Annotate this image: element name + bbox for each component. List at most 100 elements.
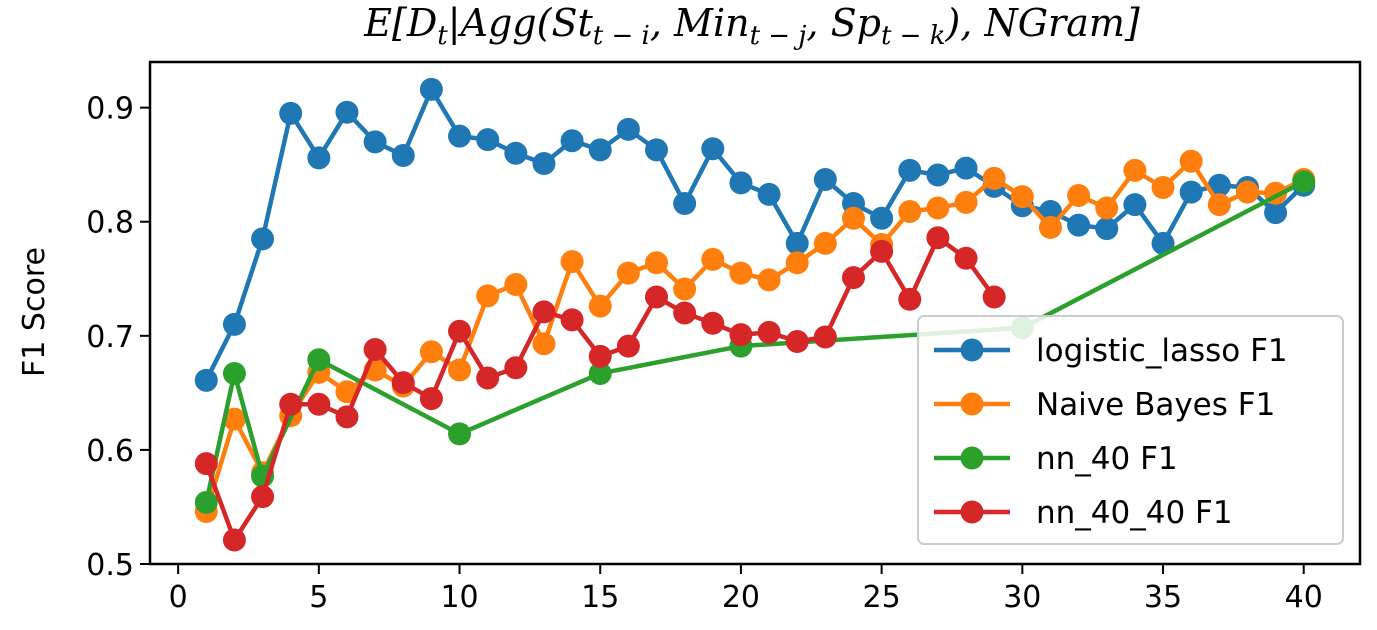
data-point: [785, 251, 809, 275]
data-point: [588, 138, 612, 162]
data-point: [616, 261, 640, 285]
data-point: [335, 100, 359, 124]
data-point: [504, 272, 528, 296]
legend-marker: [960, 338, 984, 362]
data-point: [982, 166, 1006, 190]
data-point: [504, 356, 528, 380]
data-point: [251, 227, 275, 251]
data-point: [448, 124, 472, 148]
data-point: [532, 152, 556, 176]
data-point: [391, 144, 415, 168]
data-point: [448, 358, 472, 382]
data-point: [645, 285, 669, 309]
data-point: [419, 387, 443, 411]
data-point: [476, 128, 500, 152]
data-point: [504, 141, 528, 165]
data-point: [926, 163, 950, 187]
data-point: [532, 300, 556, 324]
data-point: [222, 312, 246, 336]
y-tick-label: 0.5: [86, 548, 134, 583]
data-point: [954, 246, 978, 270]
data-point: [222, 361, 246, 385]
y-tick-label: 0.7: [86, 320, 134, 355]
data-point: [785, 330, 809, 354]
data-point: [1095, 196, 1119, 220]
data-point: [673, 191, 697, 215]
data-point: [954, 190, 978, 214]
legend-marker: [960, 500, 984, 524]
data-point: [1067, 183, 1091, 207]
data-point: [1123, 193, 1147, 217]
data-point: [194, 368, 218, 392]
data-point: [1151, 231, 1175, 255]
x-tick-label: 25: [863, 580, 901, 615]
data-point: [645, 138, 669, 162]
data-point: [1038, 215, 1062, 239]
data-point: [476, 284, 500, 308]
data-point: [1010, 185, 1034, 209]
series-naive-bayes-f1: [194, 149, 1316, 524]
series-line: [204, 159, 1305, 513]
data-point: [1179, 149, 1203, 173]
legend-marker: [960, 446, 984, 470]
data-point: [251, 485, 275, 509]
data-point: [560, 129, 584, 153]
data-point: [476, 366, 500, 390]
y-tick-label: 0.9: [86, 92, 134, 127]
data-point: [898, 287, 922, 311]
data-point: [560, 250, 584, 274]
data-point: [616, 117, 640, 141]
data-point: [785, 231, 809, 255]
legend-label: logistic_lasso F1: [1036, 333, 1288, 369]
data-point: [926, 196, 950, 220]
x-tick-label: 15: [581, 580, 619, 615]
chart-title: E[Dt|Agg(Stt − i, Mint − j, Spt − k), NG…: [363, 1, 1140, 51]
x-tick-label: 30: [1003, 580, 1041, 615]
data-point: [1207, 173, 1231, 197]
data-point: [729, 261, 753, 285]
data-point: [898, 158, 922, 182]
data-point: [870, 239, 894, 263]
data-point: [307, 146, 331, 170]
data-point: [1207, 193, 1231, 217]
data-point: [926, 226, 950, 250]
data-point: [1067, 213, 1091, 237]
data-point: [813, 231, 837, 255]
data-point: [1179, 180, 1203, 204]
data-point: [448, 319, 472, 343]
legend-label: nn_40 F1: [1036, 441, 1178, 477]
data-point: [419, 77, 443, 101]
data-point: [448, 422, 472, 446]
data-point: [588, 361, 612, 385]
data-point: [588, 344, 612, 368]
x-tick-label: 35: [1144, 580, 1182, 615]
series-line: [204, 235, 997, 543]
data-point: [757, 182, 781, 206]
data-point: [279, 392, 303, 416]
data-point: [391, 371, 415, 395]
data-point: [335, 405, 359, 429]
data-point: [222, 528, 246, 552]
axis-ticks: 0 5 10 15 20 25 30 35 40 0.5 0.6 0.7 0.8 0.9: [86, 92, 1323, 615]
data-point: [954, 156, 978, 180]
data-point: [194, 490, 218, 514]
data-point: [532, 332, 556, 356]
data-point: [673, 277, 697, 301]
data-point: [701, 311, 725, 335]
data-point: [1292, 170, 1316, 194]
y-tick-label: 0.8: [86, 206, 134, 241]
series-layer: [194, 77, 1316, 552]
data-point: [701, 137, 725, 161]
y-tick-label: 0.6: [86, 434, 134, 469]
data-point: [194, 452, 218, 476]
data-point: [813, 168, 837, 192]
x-tick-label: 20: [722, 580, 760, 615]
data-point: [363, 130, 387, 154]
series-nn-40-40-f1: [194, 226, 1006, 552]
data-point: [673, 301, 697, 325]
data-point: [982, 285, 1006, 309]
data-point: [1151, 176, 1175, 199]
data-point: [616, 334, 640, 358]
data-point: [841, 266, 865, 290]
